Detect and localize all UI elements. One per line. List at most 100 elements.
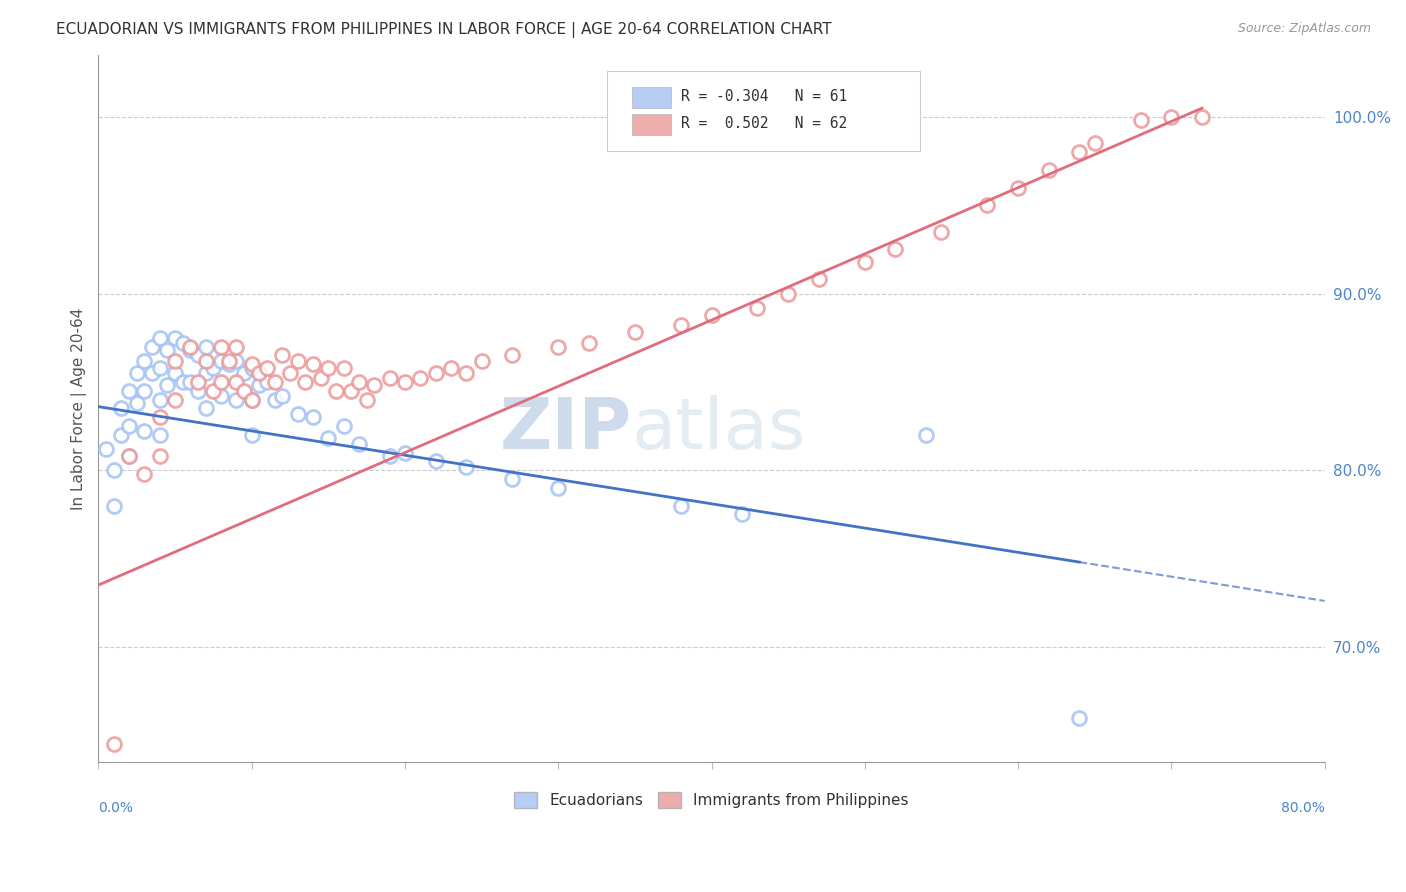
Point (125, 366, 148, 380)
Point (340, 384, 363, 398)
Point (225, 392, 247, 407)
Point (747, 301, 769, 315)
Point (302, 357, 325, 371)
Point (1160, 110, 1182, 124)
Point (378, 449, 401, 463)
FancyBboxPatch shape (607, 71, 920, 151)
Point (287, 353, 309, 368)
Point (471, 353, 494, 368)
Point (356, 392, 378, 407)
Point (209, 353, 232, 368)
Point (347, 436, 370, 450)
Point (425, 454, 447, 468)
Point (94, 442, 117, 456)
Point (134, 425, 156, 439)
Point (163, 366, 186, 380)
Legend: Ecuadorians, Immigrants from Philippines: Ecuadorians, Immigrants from Philippines (508, 786, 915, 814)
Point (332, 360, 354, 375)
Point (118, 449, 141, 463)
Point (194, 353, 217, 368)
Point (332, 419, 354, 434)
Point (194, 340, 217, 354)
Text: ZIP: ZIP (499, 395, 631, 464)
Point (240, 428, 263, 442)
Point (731, 508, 754, 522)
Point (316, 360, 339, 375)
Point (163, 392, 186, 407)
Point (225, 375, 247, 389)
Point (624, 326, 647, 340)
Point (103, 499, 125, 513)
Point (309, 371, 332, 385)
Point (247, 378, 270, 392)
Point (163, 331, 186, 345)
Point (118, 384, 141, 398)
FancyBboxPatch shape (631, 87, 671, 108)
Point (156, 378, 179, 392)
Point (394, 375, 416, 389)
Text: R =  0.502   N = 62: R = 0.502 N = 62 (681, 116, 846, 131)
Point (501, 348, 523, 362)
Point (807, 272, 830, 286)
Point (247, 366, 270, 380)
Point (853, 254, 876, 268)
Point (141, 340, 163, 354)
Point (240, 392, 263, 407)
Point (209, 340, 232, 354)
Point (409, 371, 432, 385)
Point (156, 343, 179, 358)
Point (240, 357, 263, 371)
Point (194, 366, 217, 380)
Point (149, 428, 172, 442)
Y-axis label: In Labor Force | Age 20-64: In Labor Force | Age 20-64 (72, 307, 87, 509)
Point (294, 375, 316, 389)
Point (578, 336, 600, 351)
Point (394, 445, 416, 459)
Point (225, 340, 247, 354)
Point (187, 348, 209, 362)
Point (547, 481, 569, 495)
Point (316, 432, 339, 446)
Point (172, 336, 194, 351)
Point (103, 463, 125, 477)
Point (271, 348, 294, 362)
Point (141, 366, 163, 380)
Point (1069, 710, 1091, 724)
Point (172, 375, 194, 389)
Point (1084, 136, 1107, 151)
Text: ECUADORIAN VS IMMIGRANTS FROM PHILIPPINES IN LABOR FORCE | AGE 20-64 CORRELATION: ECUADORIAN VS IMMIGRANTS FROM PHILIPPINE… (56, 22, 832, 38)
Point (1129, 113, 1152, 128)
Point (187, 375, 209, 389)
Point (240, 392, 263, 407)
Point (125, 396, 148, 410)
Point (163, 353, 186, 368)
Point (179, 343, 201, 358)
Point (194, 401, 217, 416)
Point (931, 225, 953, 239)
Point (149, 410, 172, 425)
Point (1191, 110, 1213, 124)
Point (110, 428, 132, 442)
Point (915, 428, 938, 442)
Point (134, 384, 156, 398)
Text: Source: ZipAtlas.com: Source: ZipAtlas.com (1237, 22, 1371, 36)
Point (363, 378, 385, 392)
Point (425, 366, 447, 380)
Point (187, 384, 209, 398)
Point (440, 360, 463, 375)
Point (302, 410, 325, 425)
Text: 80.0%: 80.0% (1281, 800, 1324, 814)
Point (456, 366, 478, 380)
Text: atlas: atlas (631, 395, 806, 464)
Point (103, 737, 125, 751)
Point (134, 353, 156, 368)
Point (218, 357, 240, 371)
Point (233, 384, 256, 398)
Point (278, 366, 301, 380)
Point (179, 340, 201, 354)
Point (118, 449, 141, 463)
Point (256, 375, 278, 389)
Point (456, 459, 478, 474)
Point (225, 353, 247, 368)
Point (347, 375, 370, 389)
